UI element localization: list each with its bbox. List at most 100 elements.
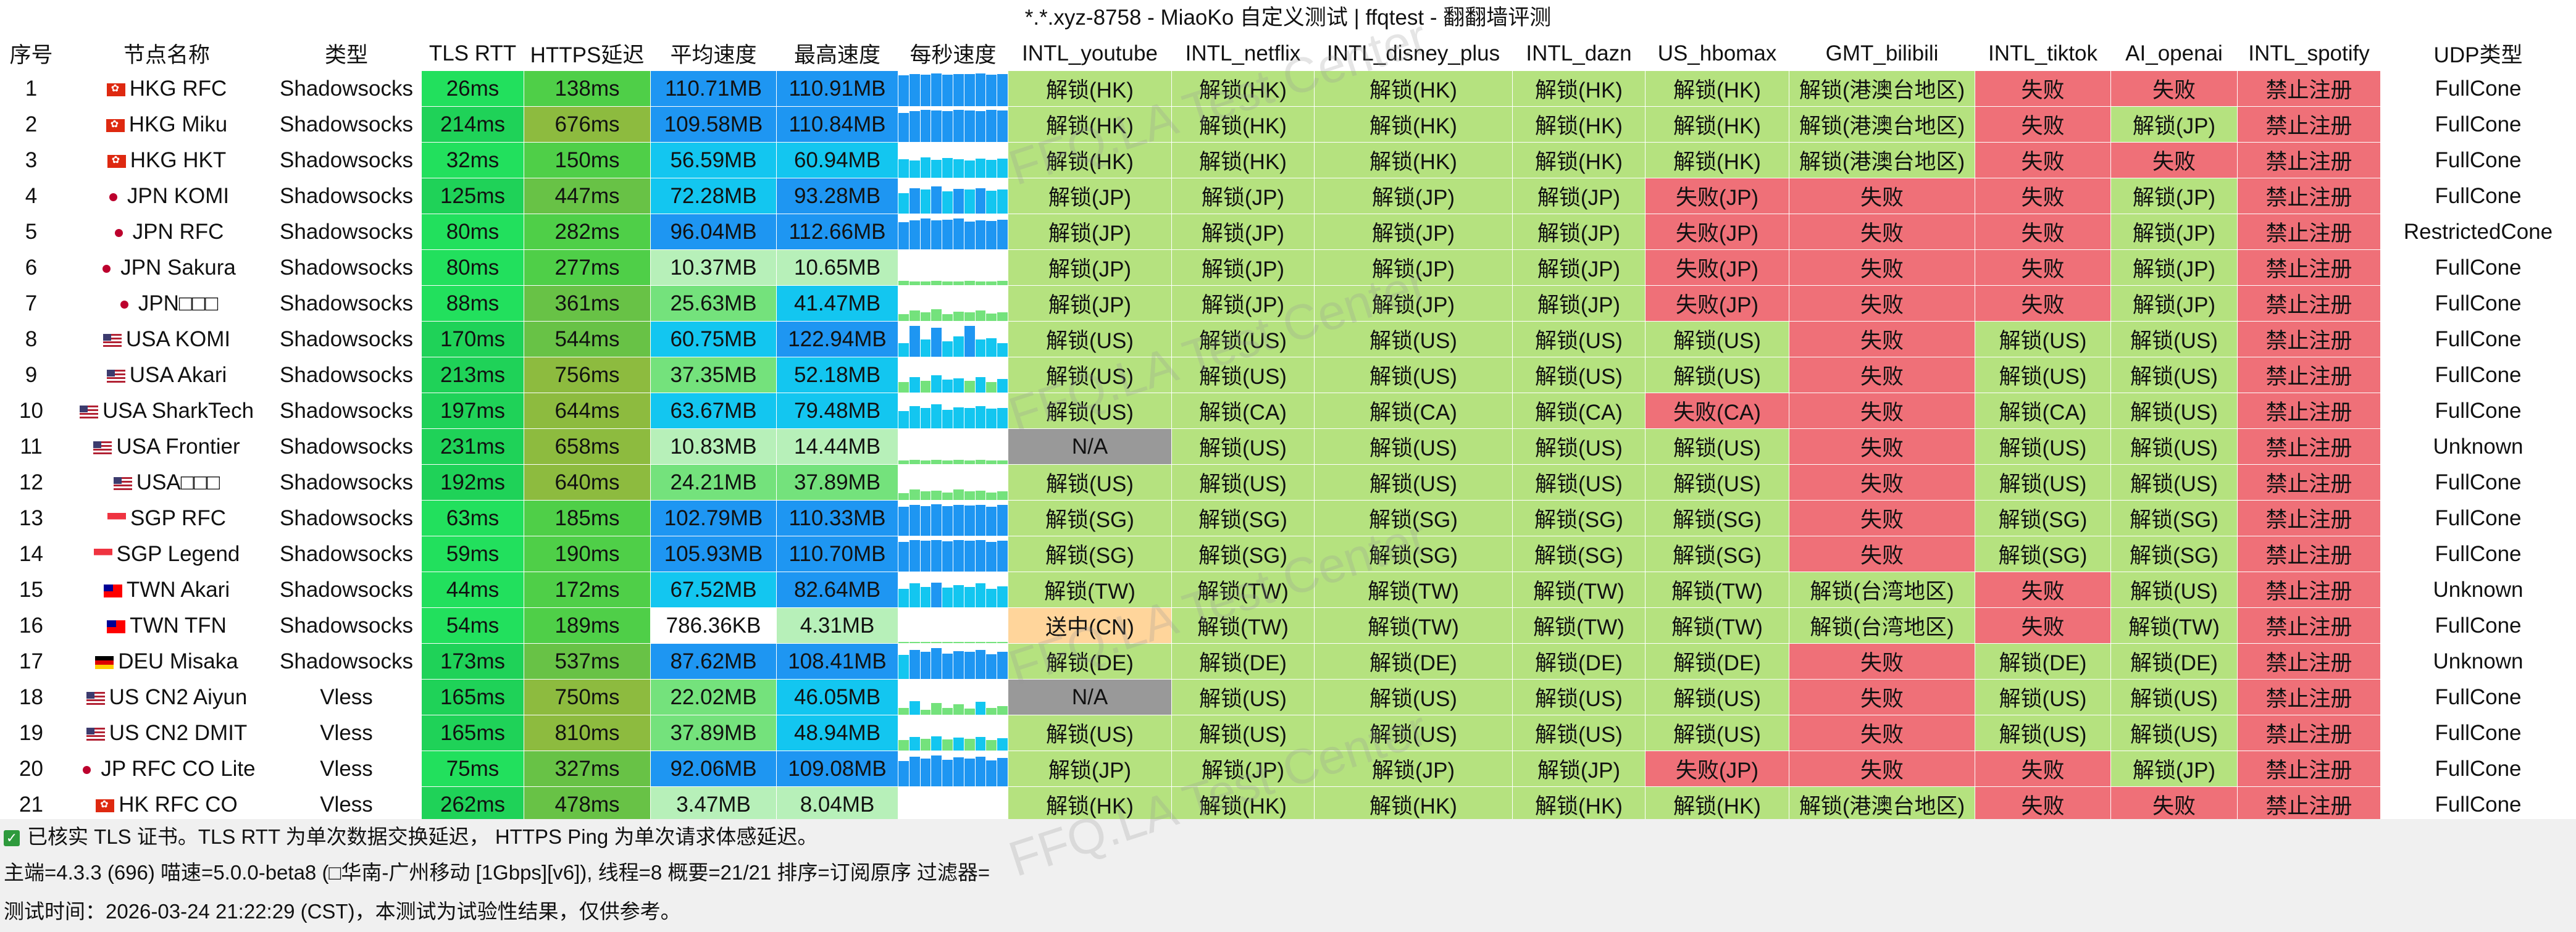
table-row[interactable]: 17 DEU Misaka Shadowsocks 173ms 537ms 87.62MB… — [0, 643, 2576, 680]
table-row[interactable]: 19 US CN2 DMIT Vless 165ms 810ms 37.89MB 48.94… — [0, 715, 2576, 751]
table-row[interactable]: 3 HKG HKT Shadowsocks32ms150ms56.59MB60.94… — [0, 142, 2576, 178]
column-header[interactable]: INTL_tiktok — [1975, 36, 2111, 71]
table-row[interactable]: 16 TWN TFN Shadowsocks 54ms 189ms 786.36KB 4.3… — [0, 607, 2576, 644]
sparkline-bar — [909, 220, 920, 249]
column-header[interactable]: TLS RTT — [421, 36, 524, 71]
sparkline-bar — [964, 709, 975, 715]
row-index: 14 — [0, 536, 62, 572]
table-row[interactable]: 7 JPN□□□ Shadowsocks 88ms 361ms 25.63MB 41.47M… — [0, 285, 2576, 322]
unlock-tiktok: 解锁(US) — [1975, 321, 2111, 357]
column-header[interactable]: 最高速度 — [776, 36, 898, 71]
column-header[interactable]: INTL_dazn — [1512, 36, 1646, 71]
unlock-disney-plus: 解锁(SG) — [1314, 536, 1513, 572]
sparkline-bar — [975, 73, 986, 106]
table-row[interactable]: 9 USA Akari Shadowsocks 213ms 756ms 37.35MB 52… — [0, 357, 2576, 393]
sparkline-bar — [931, 110, 942, 142]
avg-speed: 102.79MB — [650, 500, 777, 536]
tls-rtt: 213ms — [421, 357, 524, 393]
table-row[interactable]: 5 JPN RFC Shadowsocks 80ms 282ms 96.04MB 112.6… — [0, 214, 2576, 250]
table-row[interactable]: 13 SGP RFC Shadowsocks 63ms 185ms 102.79MB 110… — [0, 500, 2576, 536]
sparkline-bar — [986, 654, 997, 679]
row-index: 21 — [0, 786, 62, 823]
column-header[interactable]: UDP类型 — [2380, 36, 2576, 71]
column-header[interactable]: 平均速度 — [650, 36, 777, 71]
table-row[interactable]: 4 JPN KOMI Shadowsocks 125ms 447ms 72.28MB 93.… — [0, 178, 2576, 214]
table-row[interactable]: 1 HKG RFC Shadowsocks26ms138ms110.71MB110.… — [0, 70, 2576, 107]
column-header[interactable]: 节点名称 — [62, 36, 272, 71]
column-header[interactable]: HTTPS延迟 — [524, 36, 651, 71]
flag-jp-icon — [104, 190, 123, 204]
column-header[interactable]: INTL_disney_plus — [1314, 36, 1513, 71]
flag-us-icon — [102, 333, 122, 347]
unlock-hbomax: 失败(CA) — [1645, 393, 1789, 429]
table-row[interactable]: 14 SGP Legend Shadowsocks 59ms 190ms 105.93MB… — [0, 536, 2576, 572]
column-header[interactable]: INTL_spotify — [2237, 36, 2381, 71]
sparkline-bar — [986, 740, 997, 751]
speed-sparkline — [898, 536, 1008, 572]
sparkline-bar — [931, 460, 942, 464]
node-name: US CN2 DMIT — [109, 720, 248, 745]
tls-rtt: 63ms — [421, 500, 524, 536]
table-row[interactable]: 20 JP RFC CO Lite Vless 75ms 327ms 92.06MB 109… — [0, 751, 2576, 787]
flag-jp-icon — [115, 297, 134, 311]
sparkline-bar — [964, 326, 975, 357]
flag-tw-icon — [107, 620, 126, 633]
sparkline-bar — [942, 158, 953, 178]
protocol-type: Shadowsocks — [271, 70, 422, 107]
column-header[interactable]: INTL_youtube — [1008, 36, 1172, 71]
avg-speed: 67.52MB — [650, 572, 777, 608]
unlock-openai: 解锁(SG) — [2110, 536, 2238, 572]
sparkline-bar — [953, 407, 964, 428]
node-name: DEU Misaka — [118, 649, 238, 673]
unlock-bilibili: 失败 — [1789, 464, 1975, 501]
sparkline-bar — [920, 587, 931, 607]
results-table: 序号 节点名称 类型 TLS RTT HTTPS延迟 平均速度 最高速度 每秒速度 INTL_y… — [0, 36, 2576, 823]
unlock-tiktok: 失败 — [1975, 786, 2111, 823]
unlock-disney-plus: 解锁(HK) — [1314, 786, 1513, 823]
unlock-netflix: 解锁(US) — [1171, 321, 1315, 357]
column-header[interactable]: 序号 — [0, 36, 62, 71]
column-header[interactable]: INTL_netflix — [1171, 36, 1315, 71]
node-name-cell: US CN2 DMIT — [62, 715, 272, 751]
column-header[interactable]: US_hbomax — [1645, 36, 1789, 71]
sparkline-bar — [920, 218, 931, 249]
protocol-type: Shadowsocks — [271, 357, 422, 393]
udp-type: FullCone — [2380, 106, 2576, 143]
udp-type: FullCone — [2380, 142, 2576, 178]
sparkline-bar — [898, 460, 909, 464]
unlock-disney-plus: 解锁(DE) — [1314, 643, 1513, 680]
table-row[interactable]: 8 USA KOMI Shadowsocks 170ms 544ms 60.75MB 122… — [0, 321, 2576, 357]
https-latency: 537ms — [524, 643, 651, 680]
sparkline-bar — [931, 504, 942, 536]
column-header[interactable]: 类型 — [271, 36, 422, 71]
unlock-dazn: 解锁(CA) — [1512, 393, 1646, 429]
column-header[interactable]: AI_openai — [2110, 36, 2238, 71]
table-row[interactable]: 6 JPN Sakura Shadowsocks 80ms 277ms 10.37MB 10… — [0, 249, 2576, 286]
column-header[interactable]: GMT_bilibili — [1789, 36, 1975, 71]
table-row[interactable]: 2 HKG Miku Shadowsocks214ms676ms109.58MB11… — [0, 106, 2576, 143]
max-speed: 4.31MB — [776, 607, 898, 644]
table-row[interactable]: 11 USA Frontier Shadowsocks 231ms 658ms 10.83… — [0, 428, 2576, 465]
column-header[interactable]: 每秒速度 — [898, 36, 1008, 71]
table-row[interactable]: 15 TWN Akari Shadowsocks 44ms 172ms 67.52MB 82… — [0, 572, 2576, 608]
sparkline-bar — [953, 281, 964, 285]
unlock-netflix: 解锁(SG) — [1171, 500, 1315, 536]
table-row[interactable]: 12 USA□□□ Shadowsocks 192ms 640ms 24.21MB 37.8… — [0, 464, 2576, 501]
sparkline-bar — [964, 587, 975, 607]
unlock-tiktok: 失败 — [1975, 285, 2111, 322]
sparkline-bar — [986, 642, 997, 643]
unlock-hbomax: 解锁(HK) — [1645, 106, 1789, 143]
unlock-spotify: 禁止注册 — [2237, 643, 2381, 680]
node-name: JPN KOMI — [127, 183, 230, 208]
unlock-spotify: 禁止注册 — [2237, 285, 2381, 322]
sparkline-bar — [953, 336, 964, 357]
table-row[interactable]: 18 US CN2 Aiyun Vless 165ms 750ms 22.02MB 46.0… — [0, 679, 2576, 715]
table-row[interactable]: 10 USA SharkTech Shadowsocks 197ms 644ms 63.6… — [0, 393, 2576, 429]
unlock-netflix: 解锁(JP) — [1171, 285, 1315, 322]
unlock-hbomax: 解锁(US) — [1645, 321, 1789, 357]
unlock-bilibili: 失败 — [1789, 428, 1975, 465]
node-name-cell: DEU Misaka — [62, 643, 272, 680]
unlock-openai: 解锁(US) — [2110, 321, 2238, 357]
sparkline-bar — [953, 378, 964, 393]
